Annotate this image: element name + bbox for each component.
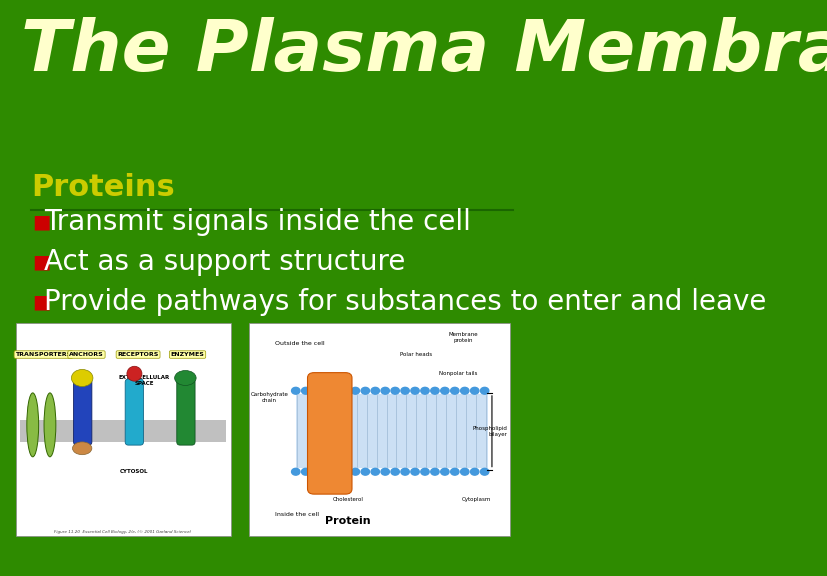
FancyBboxPatch shape xyxy=(16,323,230,536)
Text: Proteins: Proteins xyxy=(31,173,174,202)
Text: The Plasma Membrane: The Plasma Membrane xyxy=(21,17,827,86)
Text: Act as a support structure: Act as a support structure xyxy=(44,248,405,276)
Text: ■: ■ xyxy=(32,253,51,271)
Text: Transmit signals inside the cell: Transmit signals inside the cell xyxy=(44,208,471,236)
FancyBboxPatch shape xyxy=(248,323,509,536)
Text: Provide pathways for substances to enter and leave: Provide pathways for substances to enter… xyxy=(44,289,766,316)
Text: ■: ■ xyxy=(32,293,51,312)
Text: ■: ■ xyxy=(32,213,51,231)
